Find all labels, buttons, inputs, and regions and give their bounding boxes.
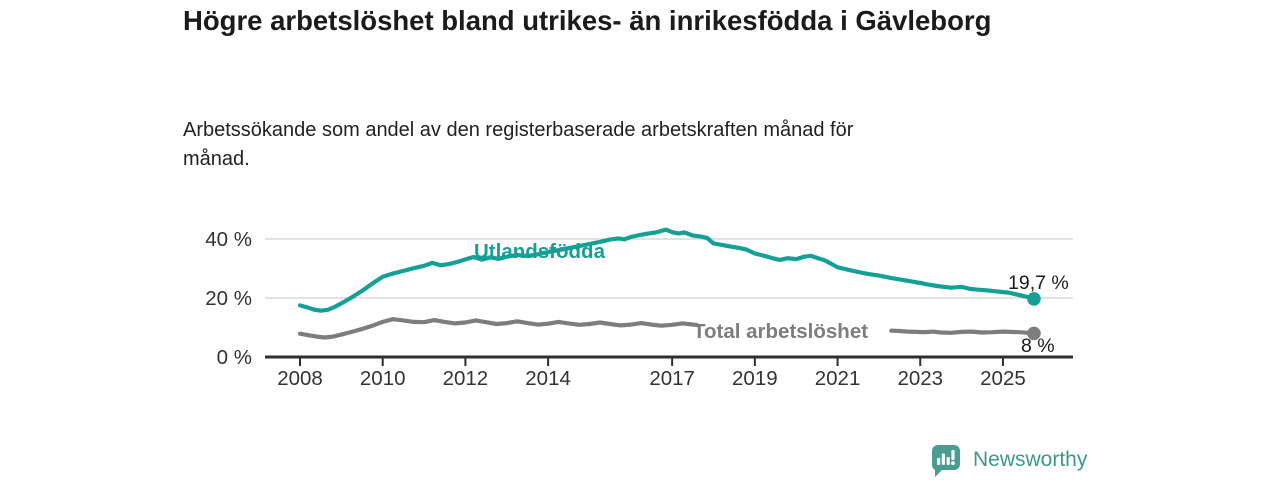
- y-axis-tick-label: 40 %: [205, 228, 252, 251]
- x-axis-tick-label: 2019: [732, 367, 778, 390]
- x-axis-tick-label: 2014: [525, 367, 571, 390]
- series-end-dot-utlandsfodda: [1027, 292, 1041, 306]
- series-label-total: Total arbetslöshet: [693, 320, 868, 343]
- x-axis-tick-label: 2017: [649, 367, 695, 390]
- x-axis-tick-label: 2025: [980, 367, 1026, 390]
- x-axis-tick-label: 2023: [897, 367, 943, 390]
- header: Högre arbetslöshet bland utrikes- än inr…: [183, 4, 991, 38]
- series-label-utlandsfodda: Utlandsfödda: [474, 240, 606, 263]
- x-axis-tick-label: 2021: [815, 367, 861, 390]
- brand-name: Newsworthy: [973, 448, 1088, 471]
- series-end-dot-total: [1027, 326, 1041, 341]
- series-line-total: [297, 317, 700, 340]
- brand-footer: Newsworthy: [929, 443, 1087, 477]
- y-axis-tick-label: 20 %: [205, 287, 252, 310]
- chart-subtitle: Arbetssökande som andel av den registerb…: [183, 119, 854, 170]
- x-axis-tick-label: 2010: [360, 367, 406, 390]
- page-title: Högre arbetslöshet bland utrikes- än inr…: [183, 5, 992, 36]
- x-axis-tick-label: 2008: [277, 367, 323, 390]
- series-line-total: [889, 328, 1037, 336]
- series-end-value-total: 8 %: [1021, 335, 1055, 357]
- series-end-value-utlandsfodda: 19,7 %: [1008, 272, 1069, 294]
- series-line-utlandsfodda: [297, 227, 1037, 313]
- bar-chart-speech-bubble-icon: [932, 445, 960, 477]
- x-axis-tick-label: 2012: [443, 367, 489, 390]
- y-axis-tick-label: 0 %: [217, 346, 252, 369]
